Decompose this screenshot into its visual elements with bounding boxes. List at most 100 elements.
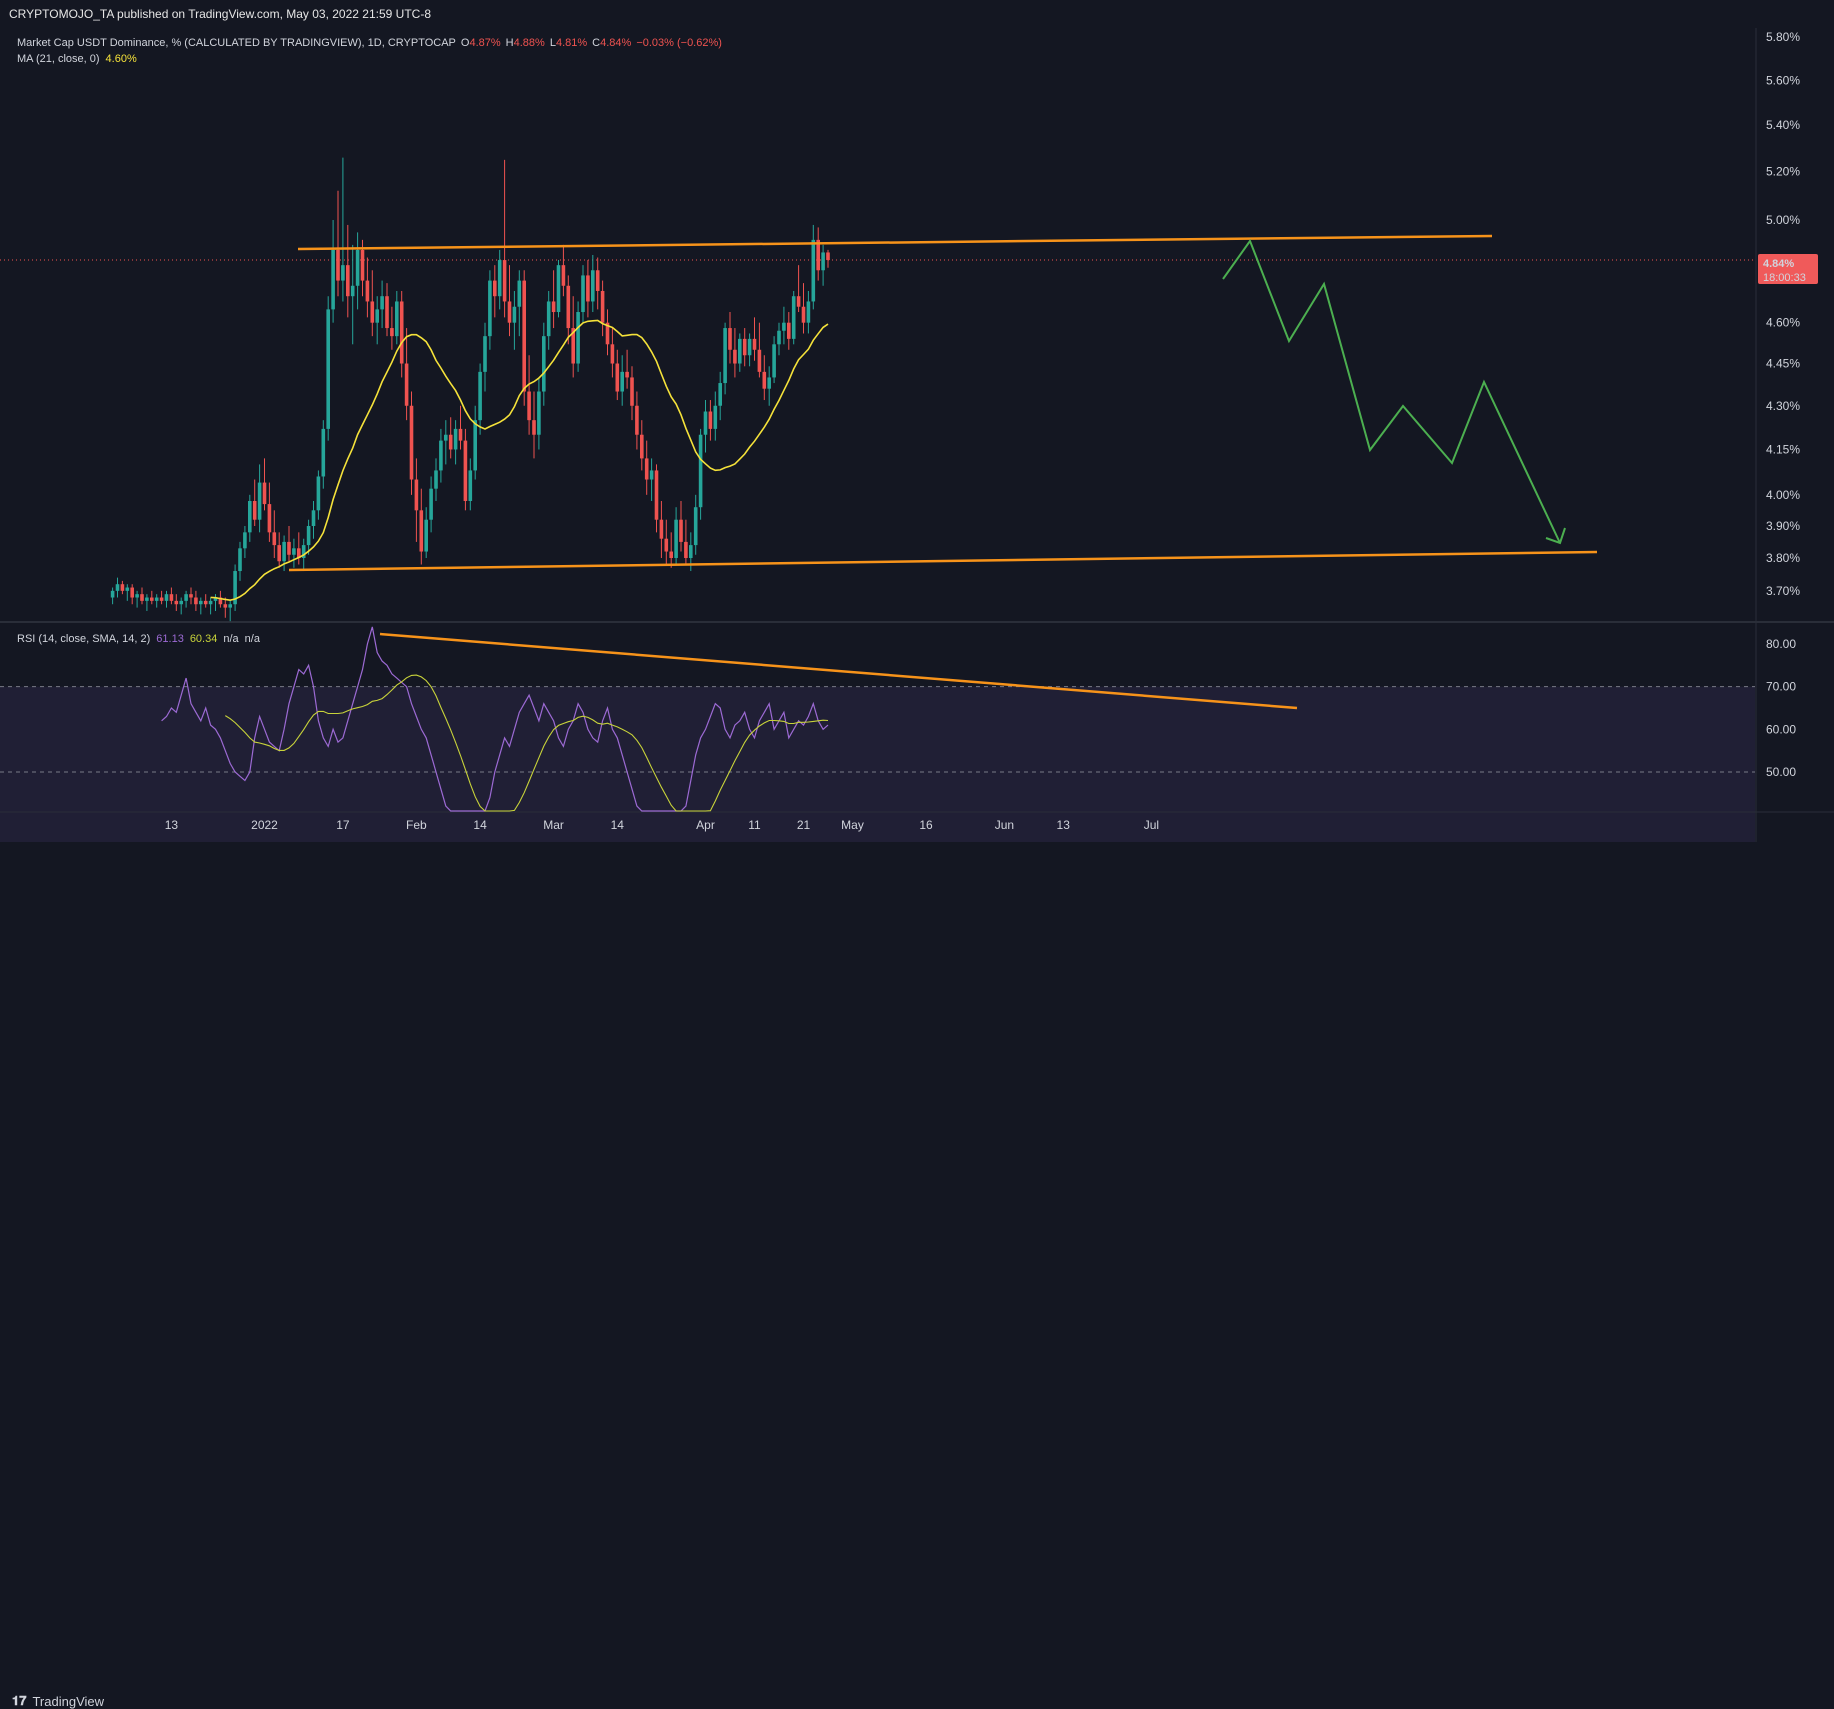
candle-body (414, 479, 419, 511)
candle-body (326, 309, 330, 429)
ma-layer (210, 319, 829, 602)
candle-body (566, 285, 571, 329)
candle-body (654, 470, 659, 520)
candle-body (517, 280, 522, 307)
price-tick-label: 3.70% (1766, 584, 1800, 598)
candle-body (772, 344, 776, 378)
price-tick-label: 3.90% (1766, 519, 1800, 533)
candle-body (693, 507, 698, 546)
candle-body (243, 532, 247, 549)
candle-body (453, 428, 458, 450)
candle-body (742, 338, 747, 356)
candle-body (551, 301, 556, 313)
time-tick-label: Feb (406, 818, 427, 832)
legend-rsi: RSI (14, close, SMA, 14, 2) 61.13 60.34 n/a… (17, 633, 261, 645)
candle-body (189, 594, 193, 598)
candle-body (272, 532, 277, 546)
candle-body (610, 344, 615, 364)
candle-body (140, 594, 144, 601)
price-tick-label: 4.60% (1766, 316, 1800, 330)
candle-body (448, 434, 453, 450)
grid-layer (0, 28, 1834, 842)
candle-body (556, 265, 561, 313)
candle-body (738, 338, 742, 364)
candle-body (228, 604, 232, 608)
candle-body (747, 338, 752, 356)
candle-body (233, 571, 237, 605)
last-price-badge: 4.84% 18:00:33 (1758, 254, 1818, 284)
candle-body (439, 440, 443, 471)
candle-body (287, 541, 291, 555)
candle-body (370, 301, 375, 323)
time-tick-label: Apr (696, 818, 715, 832)
candle-body (703, 411, 708, 435)
candle-body (213, 597, 218, 601)
candle-body (723, 328, 727, 384)
candle-body (218, 597, 223, 605)
price-tick-label: 4.15% (1766, 442, 1800, 456)
candle-body (497, 260, 502, 297)
candle-body (110, 590, 115, 598)
candle-body (777, 330, 781, 345)
candle-body (674, 519, 678, 558)
candle-body (635, 405, 639, 435)
candle-body (698, 434, 703, 508)
support-trendline (288, 550, 1598, 572)
price-tick-label: 4.45% (1766, 357, 1800, 371)
candle-body (561, 265, 566, 286)
price-tick-label: 4.00% (1766, 488, 1800, 502)
candle-body (169, 594, 174, 601)
candle-body (796, 296, 801, 307)
drawings-layer[interactable] (288, 234, 1598, 710)
candle-body (640, 434, 644, 459)
candle-body (458, 428, 463, 441)
candle-body (120, 584, 125, 591)
time-tick-label: May (841, 818, 864, 832)
candle-body (595, 270, 600, 291)
price-tick-label: 5.40% (1766, 118, 1800, 132)
time-tick-label: Jul (1144, 818, 1159, 832)
candle-body (199, 600, 203, 605)
candle-body (277, 545, 281, 562)
candle-body (360, 249, 365, 281)
candle-body (689, 545, 693, 558)
time-tick-label: 14 (611, 818, 625, 832)
rsi-tick-label: 70.00 (1766, 680, 1796, 694)
legend-symbol: Market Cap USDT Dominance, % (CALCULATED… (17, 37, 722, 49)
candle-body (311, 510, 316, 527)
candle-body (537, 391, 541, 435)
candle-body (605, 322, 610, 345)
candle-body (483, 336, 487, 372)
time-tick-label: Mar (543, 818, 564, 832)
candle-body (826, 252, 830, 261)
candle-body (493, 280, 497, 297)
candle-body (586, 275, 590, 302)
candle-body (399, 301, 404, 364)
candle-body (600, 290, 605, 323)
candle-body (350, 285, 355, 297)
candle-body (591, 270, 595, 302)
candle-body (385, 296, 389, 329)
candle-body (782, 322, 786, 331)
candle-body (625, 371, 629, 378)
candle-body (581, 275, 585, 313)
candle-body (208, 600, 213, 605)
time-tick-label: 2022 (251, 818, 278, 832)
chart-canvas[interactable]: 5.80%5.60%5.40%5.20%5.00%4.80%4.60%4.45%… (0, 0, 1834, 842)
candle-body (488, 280, 492, 337)
candle-body (159, 597, 164, 601)
candle-body (620, 371, 624, 392)
tradingview-brand[interactable]: 𝟏𝟕 TradingView (12, 1693, 104, 1709)
candle-body (507, 301, 512, 323)
candle-body (262, 482, 267, 505)
candle-body (301, 545, 306, 558)
candle-body (576, 312, 580, 364)
candle-body (297, 548, 301, 558)
price-tick-label: 5.80% (1766, 30, 1800, 44)
time-tick-label: 13 (165, 818, 179, 832)
rsi-line (161, 626, 829, 812)
candle-body (630, 377, 634, 406)
candle-body (331, 249, 335, 310)
rsi-layer (161, 626, 829, 812)
axes-layer: 5.80%5.60%5.40%5.20%5.00%4.80%4.60%4.45%… (165, 30, 1801, 832)
